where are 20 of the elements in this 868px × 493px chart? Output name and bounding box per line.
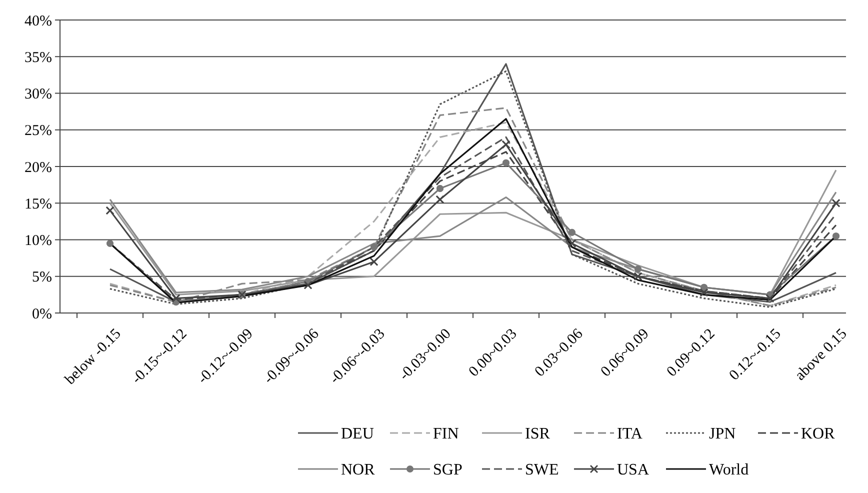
y-tick-label: 5%	[32, 270, 52, 286]
legend-label: NOR	[341, 462, 376, 479]
legend-label: KOR	[801, 426, 836, 443]
y-tick-label: 15%	[24, 196, 52, 212]
legend-label: DEU	[341, 426, 374, 443]
legend-label: FIN	[433, 426, 460, 443]
legend-label: World	[709, 462, 749, 479]
legend-label: JPN	[709, 426, 736, 443]
y-tick-label: 10%	[24, 233, 52, 249]
y-tick-label: 40%	[24, 13, 52, 30]
legend-label: USA	[617, 462, 650, 479]
y-tick-label: 0%	[32, 306, 52, 322]
legend-label: SWE	[525, 462, 559, 479]
y-tick-label: 35%	[24, 50, 52, 66]
legend-label: SGP	[433, 462, 462, 479]
legend-label: ITA	[617, 426, 643, 443]
legend-label: ISR	[525, 426, 550, 443]
y-tick-label: 25%	[24, 123, 52, 140]
y-tick-label: 30%	[24, 86, 52, 102]
y-tick-label: 20%	[24, 160, 52, 176]
